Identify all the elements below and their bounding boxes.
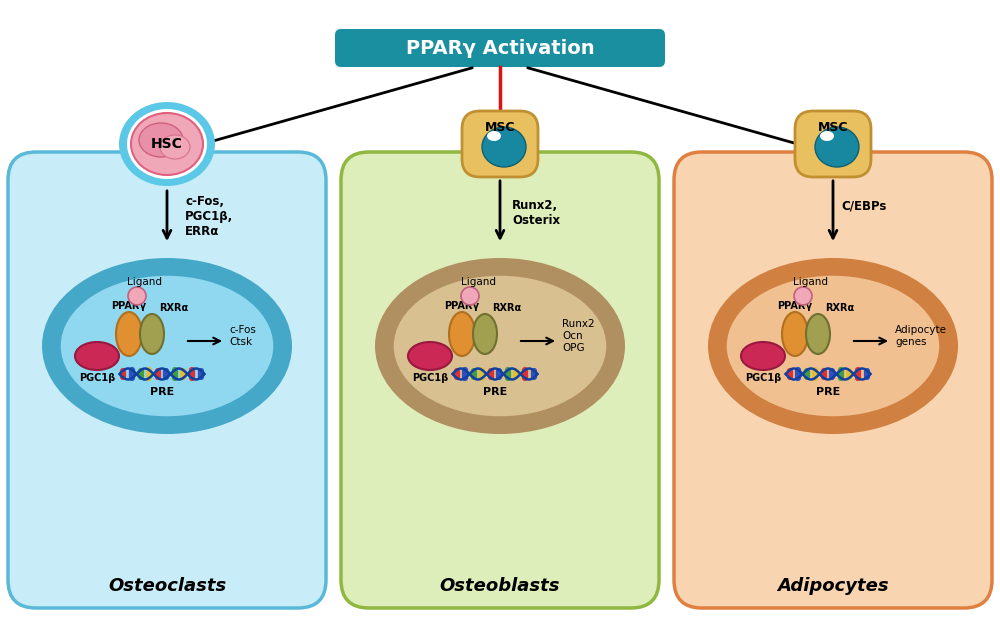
Text: Runx2
Ocn
OPG: Runx2 Ocn OPG xyxy=(562,319,595,352)
Text: PGC1β: PGC1β xyxy=(79,373,115,383)
Ellipse shape xyxy=(127,109,207,179)
Text: Osteoclasts: Osteoclasts xyxy=(108,577,226,595)
Ellipse shape xyxy=(140,314,164,354)
FancyBboxPatch shape xyxy=(674,152,992,608)
FancyBboxPatch shape xyxy=(341,152,659,608)
Text: MSC: MSC xyxy=(818,121,848,135)
FancyBboxPatch shape xyxy=(795,111,871,177)
Ellipse shape xyxy=(375,258,625,434)
Ellipse shape xyxy=(449,312,475,356)
Ellipse shape xyxy=(815,127,859,167)
Text: PPARγ: PPARγ xyxy=(111,301,147,311)
Ellipse shape xyxy=(131,113,203,175)
Text: Ligand: Ligand xyxy=(128,277,162,287)
Ellipse shape xyxy=(487,131,501,141)
Text: PRE: PRE xyxy=(816,387,840,397)
Ellipse shape xyxy=(116,312,142,356)
Ellipse shape xyxy=(820,131,834,141)
Text: Adipocyte
genes: Adipocyte genes xyxy=(895,325,947,347)
Ellipse shape xyxy=(128,287,146,305)
Text: Runx2,
Osterix: Runx2, Osterix xyxy=(512,199,560,227)
Text: Adipocytes: Adipocytes xyxy=(777,577,889,595)
Text: Ligand: Ligand xyxy=(460,277,496,287)
Ellipse shape xyxy=(741,342,785,370)
Ellipse shape xyxy=(408,342,452,370)
Ellipse shape xyxy=(725,274,941,418)
Ellipse shape xyxy=(473,314,497,354)
Text: PGC1β: PGC1β xyxy=(745,373,781,383)
Ellipse shape xyxy=(139,123,183,157)
Text: Osteoblasts: Osteoblasts xyxy=(440,577,560,595)
Text: PPARγ: PPARγ xyxy=(444,301,480,311)
Ellipse shape xyxy=(119,102,215,186)
Ellipse shape xyxy=(806,314,830,354)
Ellipse shape xyxy=(42,258,292,434)
Text: C/EBPs: C/EBPs xyxy=(841,200,886,212)
Text: PGC1β: PGC1β xyxy=(412,373,448,383)
Ellipse shape xyxy=(482,127,526,167)
Text: PRE: PRE xyxy=(483,387,507,397)
Text: PPARγ Activation: PPARγ Activation xyxy=(406,39,594,58)
FancyBboxPatch shape xyxy=(8,152,326,608)
FancyBboxPatch shape xyxy=(462,111,538,177)
Ellipse shape xyxy=(392,274,608,418)
Text: RXRα: RXRα xyxy=(492,303,522,313)
Text: RXRα: RXRα xyxy=(159,303,189,313)
Ellipse shape xyxy=(461,287,479,305)
Ellipse shape xyxy=(794,287,812,305)
FancyBboxPatch shape xyxy=(335,29,665,67)
Ellipse shape xyxy=(75,342,119,370)
Ellipse shape xyxy=(708,258,958,434)
Text: PPARγ: PPARγ xyxy=(777,301,813,311)
Text: Ligand: Ligand xyxy=(794,277,828,287)
Ellipse shape xyxy=(59,274,275,418)
Text: MSC: MSC xyxy=(485,121,515,135)
Text: c-Fos,
PGC1β,
ERRα: c-Fos, PGC1β, ERRα xyxy=(185,195,233,237)
Ellipse shape xyxy=(782,312,808,356)
Text: c-Fos
Ctsk: c-Fos Ctsk xyxy=(229,325,256,347)
Ellipse shape xyxy=(160,135,190,159)
Text: RXRα: RXRα xyxy=(825,303,855,313)
Text: HSC: HSC xyxy=(151,137,183,151)
Text: PRE: PRE xyxy=(150,387,174,397)
